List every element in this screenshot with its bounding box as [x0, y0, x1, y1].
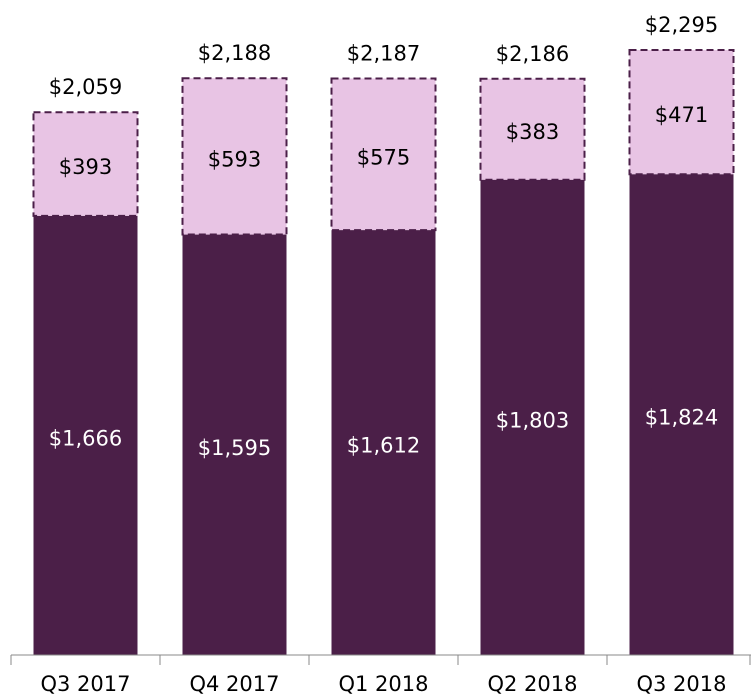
total-label: $2,295 [645, 13, 718, 37]
value-label: $471 [655, 103, 708, 127]
value-label: $1,824 [645, 406, 718, 430]
value-label: $593 [208, 147, 261, 171]
bar-segment [32, 111, 139, 217]
value-label: $1,666 [49, 426, 122, 450]
value-label: $1,612 [347, 434, 420, 458]
value-label: $575 [357, 145, 410, 169]
value-label: $393 [59, 155, 112, 179]
x-tick-label: Q4 2017 [189, 672, 279, 696]
bar-segment [182, 234, 287, 656]
total-label: $2,187 [347, 42, 420, 66]
bar-segment [33, 215, 138, 655]
total-label: $2,186 [496, 42, 569, 66]
value-label: $1,595 [198, 436, 271, 460]
total-label: $2,059 [49, 75, 122, 99]
x-tick-label: Q3 2017 [40, 672, 130, 696]
bar-segment [480, 179, 585, 656]
bar-segment [181, 77, 288, 236]
x-tick-label: Q3 2018 [636, 672, 726, 696]
bar-segment [479, 77, 586, 181]
x-tick-label: Q2 2018 [487, 672, 577, 696]
bar-segment [330, 77, 437, 232]
bar-segment [628, 49, 735, 176]
value-label: $383 [506, 120, 559, 144]
bar-segment [629, 174, 734, 655]
value-label: $1,803 [496, 408, 569, 432]
total-label: $2,188 [198, 41, 271, 65]
x-tick-label: Q1 2018 [338, 672, 428, 696]
bar-segment [331, 230, 436, 656]
